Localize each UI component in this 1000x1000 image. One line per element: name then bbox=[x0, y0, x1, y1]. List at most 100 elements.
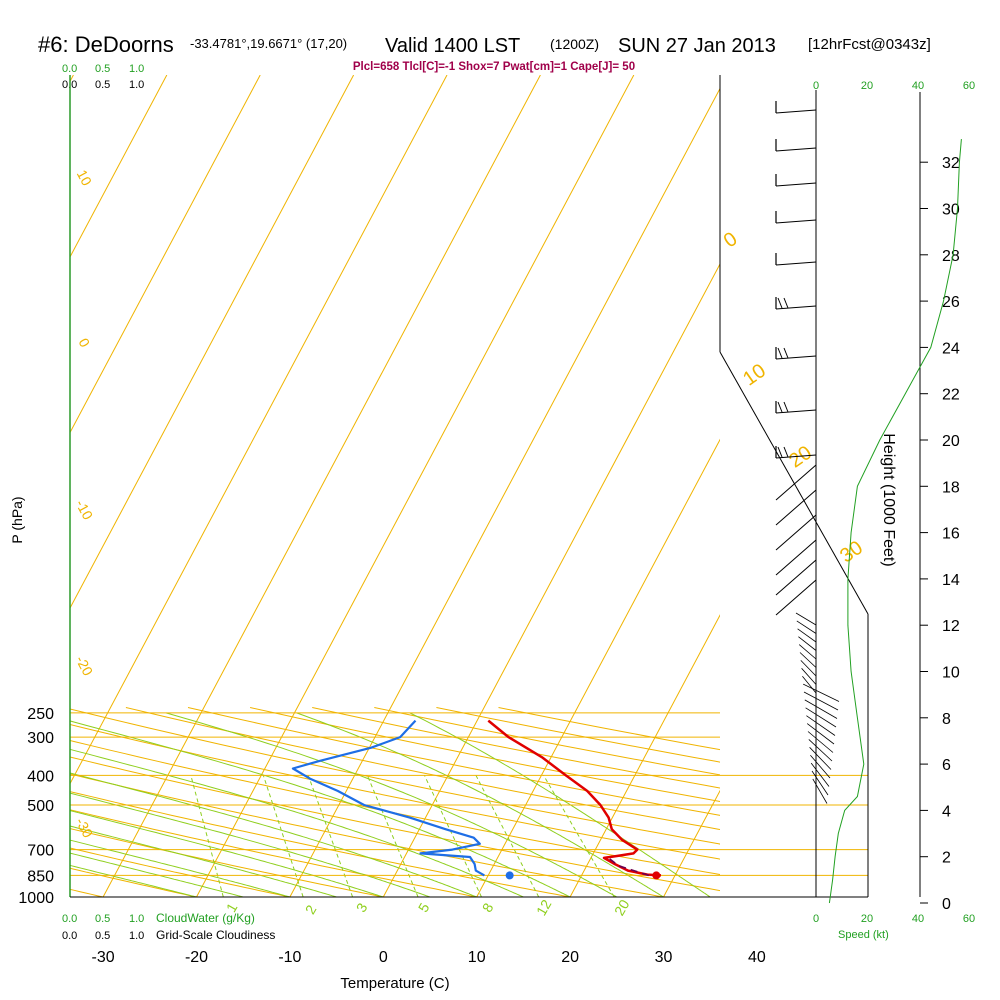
wind-barb bbox=[796, 620, 817, 634]
mixing-ratio-line bbox=[424, 775, 482, 897]
dry-adiabat-label: 0 bbox=[720, 228, 742, 252]
temperature-tick-label: 20 bbox=[561, 949, 579, 966]
wind-barb bbox=[803, 691, 839, 711]
wind-barb bbox=[775, 109, 817, 114]
isotherm-line bbox=[382, 263, 720, 897]
height-tick-label: 0 bbox=[942, 896, 951, 913]
speed-tick: 60 bbox=[963, 80, 975, 92]
dry-adiabat bbox=[70, 867, 199, 897]
height-tick-label: 22 bbox=[942, 387, 960, 404]
height-tick-label: 8 bbox=[942, 711, 951, 728]
mixing-ratio-label: 3 bbox=[353, 900, 371, 915]
cloudwater-tick: 0.5 bbox=[95, 63, 110, 75]
height-tick-label: 32 bbox=[942, 155, 960, 172]
moist-adiabat bbox=[296, 712, 664, 897]
wind-barb-flag bbox=[783, 347, 789, 359]
mixing-ratio-label: 12 bbox=[533, 897, 555, 919]
temperature-tick-label: 0 bbox=[379, 949, 388, 966]
x-axis-label: Temperature (C) bbox=[340, 975, 449, 992]
wind-barb bbox=[812, 778, 828, 804]
wind-barb bbox=[775, 305, 817, 310]
dry-adiabat bbox=[70, 723, 720, 860]
surface-temperature-marker bbox=[652, 871, 661, 880]
height-tick-label: 18 bbox=[942, 479, 960, 496]
y-axis-label: P (hPa) bbox=[9, 496, 25, 543]
wind-barb bbox=[811, 770, 829, 796]
wind-barb bbox=[775, 514, 817, 551]
height-tick-label: 10 bbox=[942, 665, 960, 682]
sounding-params: Plcl=658 Tlcl[C]=-1 Shox=7 Pwat[cm]=1 Ca… bbox=[353, 61, 635, 73]
utc-time: (1200Z) bbox=[550, 36, 599, 52]
mixing-ratio-line bbox=[475, 775, 540, 897]
isotherm-label: -20 bbox=[73, 653, 97, 679]
wind-barb bbox=[806, 715, 836, 736]
height-tick-label: 20 bbox=[942, 433, 960, 450]
dry-adiabat bbox=[70, 791, 573, 897]
height-tick-label: 4 bbox=[942, 803, 951, 820]
wind-barb bbox=[775, 489, 817, 526]
height-tick-label: 14 bbox=[942, 572, 960, 589]
moist-adiabat bbox=[70, 825, 337, 897]
cloudiness-tick: 0.5 bbox=[95, 79, 110, 91]
wind-speed-profile bbox=[828, 139, 962, 904]
wind-barb bbox=[801, 668, 817, 685]
moist-adiabat bbox=[70, 852, 244, 897]
isotherm-line bbox=[70, 75, 261, 434]
cloudwater-tick: 0.5 bbox=[95, 913, 110, 925]
temperature-tick-label: 10 bbox=[468, 949, 486, 966]
wind-barb bbox=[803, 683, 840, 702]
isotherm-line bbox=[70, 75, 168, 259]
pressure-tick-label: 700 bbox=[27, 843, 54, 860]
pressure-tick-label: 850 bbox=[27, 868, 54, 885]
wind-barb-flag bbox=[777, 401, 783, 413]
wind-barb-flag bbox=[777, 297, 783, 309]
station-coords: -33.4781°,19.6671° (17,20) bbox=[190, 36, 347, 51]
temperature-tick-label: 30 bbox=[655, 949, 673, 966]
wind-barb bbox=[775, 182, 817, 187]
cloud-scale-top: 0.0 0.5 1.0 0.0 0.5 1.0 bbox=[62, 63, 144, 91]
moist-adiabat bbox=[70, 772, 477, 897]
isotherm-label: 0 bbox=[76, 335, 94, 350]
height-tick-label: 26 bbox=[942, 294, 960, 311]
sounding-profiles bbox=[291, 719, 662, 880]
mixing-ratio-label: 2 bbox=[302, 902, 320, 917]
dry-adiabat bbox=[70, 708, 720, 845]
height-tick-label: 12 bbox=[942, 618, 960, 635]
dry-adiabat bbox=[70, 809, 480, 897]
dewpoint-line bbox=[291, 719, 485, 877]
wind-barb bbox=[809, 747, 832, 770]
speed-tick: 60 bbox=[963, 913, 975, 925]
dry-adiabat bbox=[70, 740, 720, 876]
surface-dewpoint-marker bbox=[505, 871, 514, 880]
dry-adiabat bbox=[70, 773, 667, 897]
moist-adiabat bbox=[165, 712, 618, 897]
wind-barb bbox=[802, 675, 817, 694]
diagonal-frame bbox=[719, 351, 869, 615]
pressure-tick-label: 400 bbox=[27, 768, 54, 785]
wind-barb bbox=[805, 707, 837, 728]
dry-adiabat bbox=[249, 707, 720, 802]
speed-tick: 20 bbox=[861, 913, 873, 925]
station-title: #6: DeDoorns bbox=[38, 32, 174, 57]
wind-barb bbox=[797, 628, 817, 643]
valid-time: Valid 1400 LST bbox=[385, 35, 520, 57]
pressure-tick-label: 250 bbox=[27, 706, 54, 723]
isotherm-line bbox=[476, 438, 720, 897]
grid-clip bbox=[70, 75, 1000, 897]
cloudiness-tick: 1.0 bbox=[129, 79, 144, 91]
isotherm-line bbox=[757, 75, 1000, 897]
wind-barb bbox=[810, 762, 830, 787]
wind-barb bbox=[775, 147, 817, 152]
wind-barb-flag bbox=[783, 297, 789, 309]
dry-adiabat bbox=[70, 847, 293, 897]
wind-barb bbox=[775, 261, 817, 266]
speed-tick: 40 bbox=[912, 913, 924, 925]
wind-barb-flag bbox=[777, 347, 783, 359]
dry-adiabat-label: 30 bbox=[836, 537, 867, 568]
pressure-tick-label: 300 bbox=[27, 730, 54, 747]
profile-clip bbox=[291, 719, 662, 877]
dry-adiabat bbox=[125, 707, 720, 831]
cloudwater-tick: 0.0 bbox=[62, 913, 77, 925]
dry-adiabat-label: 10 bbox=[739, 360, 770, 391]
